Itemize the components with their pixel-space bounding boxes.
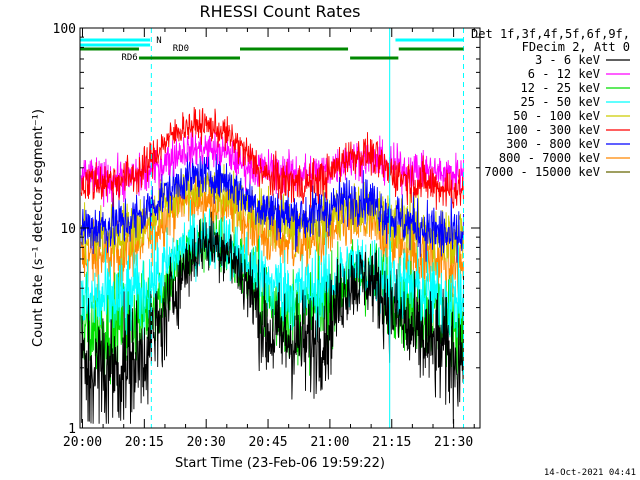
- legend-entry-label: 300 - 800 keV: [506, 137, 600, 151]
- axes: 20:00 20:15 20:30 20:45 21:00 21:15 21:30 1 10 10…: [53, 22, 480, 450]
- y-tick-label: 10: [60, 222, 76, 237]
- timestamp-label: 14-Oct-2021 04:41: [544, 468, 636, 478]
- x-tick-label: 21:00: [310, 435, 349, 450]
- series-line: [80, 106, 464, 210]
- x-tick-label: 20:30: [187, 435, 226, 450]
- legend: Det 1f,3f,4f,5f,6f,9f,FDecim 2, Att 03 -…: [471, 27, 630, 179]
- night-flag-label: N: [156, 36, 161, 46]
- series-line: [80, 200, 464, 340]
- rd6-flag-label: RD6: [121, 53, 137, 63]
- legend-entry-label: 7000 - 15000 keV: [484, 165, 600, 179]
- chart-title: RHESSI Count Rates: [200, 2, 361, 21]
- x-axis-label: Start Time (23-Feb-06 19:59:22): [175, 456, 385, 471]
- legend-entry-label: 100 - 300 keV: [506, 123, 600, 137]
- x-tick-label: 20:00: [63, 435, 102, 450]
- y-axis-label: Count Rate (s⁻¹ detector segment⁻¹): [31, 109, 46, 347]
- legend-header: Det 1f,3f,4f,5f,6f,9f,: [471, 27, 630, 41]
- x-tick-label: 20:45: [248, 435, 287, 450]
- x-tick-label: 20:15: [125, 435, 164, 450]
- legend-header: FDecim 2, Att 0: [522, 40, 630, 54]
- x-tick-label: 21:15: [372, 435, 411, 450]
- series-line: [80, 151, 464, 263]
- series-line: [80, 211, 464, 424]
- legend-entry-label: 12 - 25 keV: [521, 81, 600, 95]
- plot-area: [80, 106, 464, 424]
- x-tick-label: 21:30: [434, 435, 473, 450]
- legend-entry-label: 3 - 6 keV: [535, 53, 600, 67]
- legend-entry-label: 6 - 12 keV: [528, 67, 600, 81]
- y-tick-label: 100: [53, 22, 76, 37]
- rd0-flag-label: RD0: [173, 44, 189, 54]
- y-tick-label: 1: [68, 422, 76, 437]
- legend-entry-label: 50 - 100 keV: [513, 109, 600, 123]
- legend-entry-label: 25 - 50 keV: [521, 95, 600, 109]
- legend-entry-label: 800 - 7000 keV: [499, 151, 600, 165]
